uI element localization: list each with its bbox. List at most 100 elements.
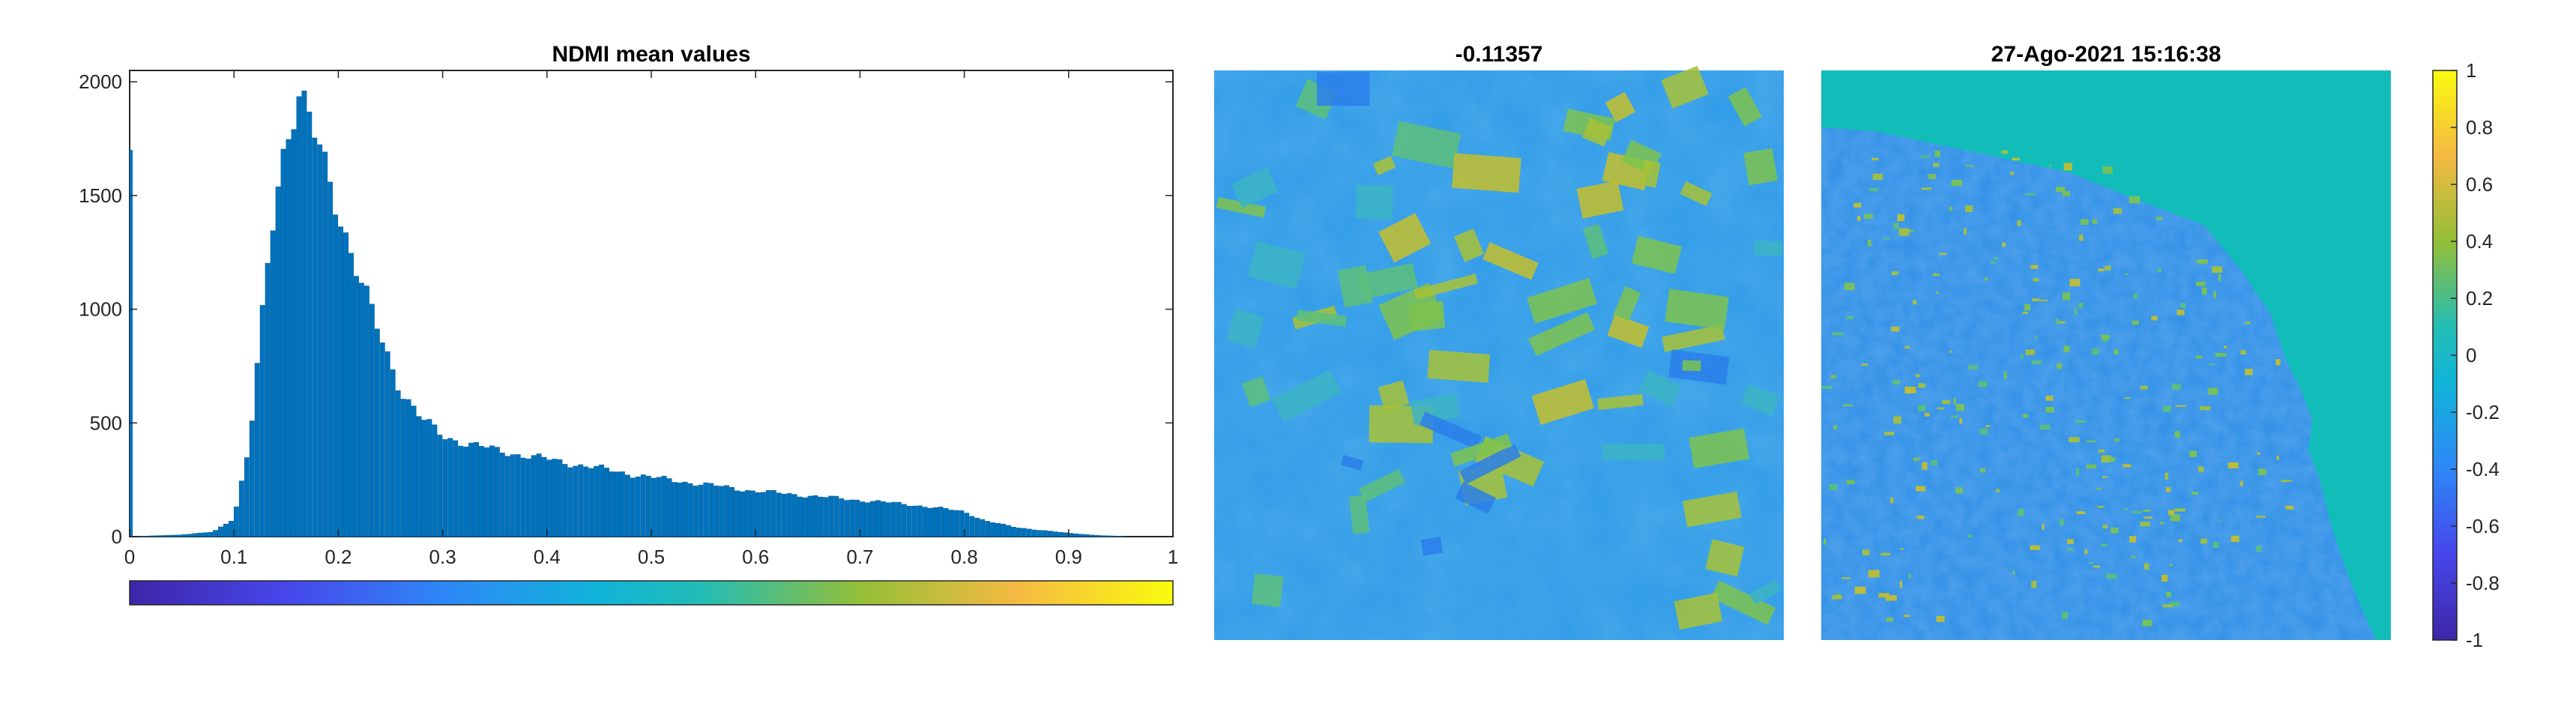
field-speck: [2012, 157, 2020, 161]
field-speck: [2107, 456, 2116, 462]
field-speck: [2281, 480, 2292, 483]
field-speck: [2101, 455, 2111, 463]
field-speck: [1891, 326, 1900, 332]
field-speck: [2102, 166, 2113, 174]
field-speck: [1867, 239, 1871, 247]
field-speck: [2133, 293, 2138, 299]
field-speck: [1861, 363, 1868, 366]
field-speck: [2010, 172, 2014, 175]
histogram-bar: [468, 442, 474, 537]
field-speck: [1950, 415, 1959, 418]
image2-title: 27-Ago-2021 15:16:38: [1991, 42, 2221, 67]
field-patch: [1597, 393, 1644, 411]
field-speck: [2039, 424, 2051, 430]
histogram-bar: [890, 501, 896, 537]
field-speck: [1932, 273, 1940, 277]
histogram-bar: [312, 137, 318, 537]
field-speck: [2058, 321, 2066, 324]
histogram-bar: [531, 455, 537, 537]
histogram-bar: [885, 502, 891, 537]
field-patch: [1242, 376, 1271, 408]
field-speck: [2022, 311, 2028, 314]
histogram-bar: [708, 483, 714, 537]
histogram-bars: [130, 90, 1126, 537]
x-tick-label: 1: [1168, 546, 1178, 568]
histogram-bar: [661, 475, 667, 537]
histogram-bar: [1031, 529, 1037, 537]
field-speck: [1979, 428, 1988, 435]
histogram-bar: [588, 468, 594, 537]
field-speck: [1924, 413, 1930, 417]
field-patch: [1455, 481, 1497, 515]
field-speck: [1829, 484, 1838, 490]
field-patch: [1527, 277, 1598, 324]
field-speck: [1864, 214, 1873, 219]
field-speck: [2025, 349, 2036, 355]
colorbar-ticks: 1 0.8 0.6 0.4 0.2 0 -0.2 -0.4 -0.6 -0.8 -1: [2451, 59, 2500, 651]
y-tick-label: 1500: [79, 184, 122, 207]
histogram-bar: [776, 492, 782, 537]
field-speck: [1854, 586, 1866, 594]
histogram-bar: [474, 441, 479, 537]
histogram-bar: [390, 369, 396, 537]
histogram-bar: [964, 513, 970, 537]
histogram-bar: [630, 477, 636, 537]
histogram-bar: [870, 501, 875, 537]
histogram-bar: [901, 504, 907, 537]
field-patch: [1743, 148, 1778, 186]
field-speck: [2102, 525, 2108, 529]
histogram-bar: [745, 490, 750, 537]
field-speck: [1936, 615, 1945, 622]
histogram-bar: [333, 214, 339, 537]
field-speck: [2245, 368, 2253, 375]
image1-title: -0.11357: [1456, 42, 1543, 67]
field-patch: [1631, 235, 1682, 274]
field-speck: [2142, 619, 2153, 627]
histogram-bar: [698, 484, 704, 537]
colorbar-tick-label: -0.2: [2466, 401, 2500, 423]
field-speck: [1936, 292, 1939, 295]
field-speck: [2066, 539, 2074, 544]
field-speck: [2020, 354, 2024, 359]
histogram-y-ticks: 0 500 1000 1500 2000: [79, 70, 1173, 548]
colorbar-tick-label: 0.4: [2466, 230, 2493, 253]
histogram-bar: [985, 521, 991, 537]
ndmi-map-2: [1821, 70, 2391, 640]
field-speck: [2161, 574, 2168, 582]
histogram-bar: [880, 501, 886, 537]
histogram-bar: [865, 502, 870, 537]
histogram-bar: [740, 491, 745, 537]
field-patch: [1662, 324, 1725, 352]
field-speck: [2230, 535, 2239, 543]
x-tick-label: 0.5: [638, 546, 665, 568]
field-speck: [2275, 359, 2281, 366]
field-patch: [1408, 301, 1446, 332]
histogram-bar: [343, 232, 349, 537]
field-patch: [1348, 495, 1370, 534]
field-speck: [2105, 265, 2111, 271]
field-speck: [1831, 375, 1836, 379]
field-speck: [2171, 383, 2181, 390]
field-speck: [1883, 432, 1895, 435]
field-speck: [2198, 466, 2204, 473]
histogram-bar: [291, 129, 297, 537]
histogram-bar: [1110, 535, 1116, 537]
histogram-bar: [786, 493, 792, 537]
histogram-bar: [328, 181, 334, 537]
field-patch: [1613, 286, 1641, 322]
field-speck: [2123, 464, 2132, 468]
field-speck: [1917, 405, 1926, 411]
histogram-bar: [275, 186, 281, 537]
field-patch: [1710, 580, 1776, 625]
field-speck: [2215, 352, 2227, 357]
histogram-bar: [828, 495, 834, 537]
field-speck: [2144, 563, 2150, 570]
field-patch: [1357, 262, 1418, 300]
field-patch: [1420, 536, 1444, 556]
field-speck: [1931, 459, 1938, 466]
histogram-bar: [1058, 531, 1064, 537]
field-patch: [1638, 369, 1682, 407]
field-speck: [2285, 505, 2294, 510]
histogram-bar: [849, 499, 855, 537]
field-speck: [2223, 346, 2227, 349]
